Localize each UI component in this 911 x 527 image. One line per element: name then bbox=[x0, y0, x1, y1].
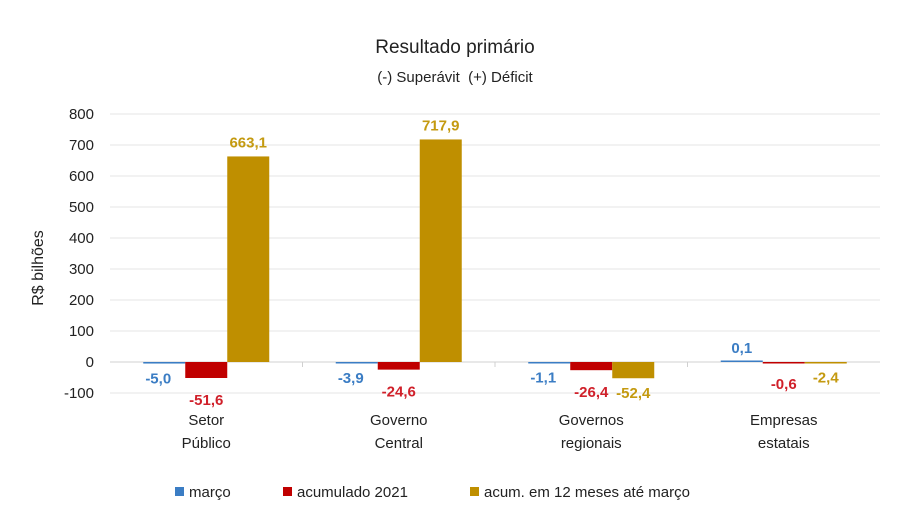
legend-label: acum. em 12 meses até março bbox=[484, 484, 690, 501]
y-tick-label: 300 bbox=[69, 261, 94, 278]
y-tick-label: 800 bbox=[69, 106, 94, 123]
bar bbox=[612, 362, 655, 379]
legend-swatch bbox=[470, 487, 479, 496]
x-tick-label: Público bbox=[182, 435, 231, 452]
chart-subtitle: (-) Superávit (+) Déficit bbox=[377, 69, 533, 86]
data-label: -5,0 bbox=[145, 371, 171, 388]
data-label: 717,9 bbox=[422, 117, 460, 134]
y-tick-label: 0 bbox=[86, 354, 94, 371]
legend-swatch bbox=[175, 487, 184, 496]
bar bbox=[528, 362, 571, 364]
data-label: 0,1 bbox=[731, 340, 752, 357]
x-tick-label: Central bbox=[375, 435, 423, 452]
legend-label: acumulado 2021 bbox=[297, 484, 408, 501]
y-tick-label: 100 bbox=[69, 323, 94, 340]
data-label: -3,9 bbox=[338, 370, 364, 387]
bar bbox=[185, 362, 228, 378]
x-tick-label: Governo bbox=[370, 412, 428, 429]
legend-swatch bbox=[283, 487, 292, 496]
bar bbox=[762, 362, 805, 364]
bar bbox=[570, 362, 613, 371]
y-tick-label: -100 bbox=[64, 385, 94, 402]
bar bbox=[804, 362, 847, 364]
data-label: -1,1 bbox=[530, 369, 556, 386]
x-tick-label: Empresas bbox=[750, 412, 818, 429]
x-tick-label: regionais bbox=[561, 435, 622, 452]
bar bbox=[377, 362, 420, 370]
x-tick-label: Governos bbox=[559, 412, 624, 429]
y-tick-label: 400 bbox=[69, 230, 94, 247]
y-tick-label: 600 bbox=[69, 168, 94, 185]
data-label: -2,4 bbox=[813, 370, 840, 387]
chart-title: Resultado primário bbox=[375, 37, 534, 58]
bar bbox=[227, 156, 270, 362]
bar bbox=[720, 360, 763, 362]
y-tick-label: 200 bbox=[69, 292, 94, 309]
data-label: -26,4 bbox=[574, 384, 609, 401]
x-tick-label: Setor bbox=[188, 412, 224, 429]
data-label: -0,6 bbox=[771, 376, 797, 393]
bar bbox=[335, 362, 378, 364]
x-tick-label: estatais bbox=[758, 435, 810, 452]
bar bbox=[419, 139, 462, 362]
y-tick-label: 500 bbox=[69, 199, 94, 216]
bar bbox=[143, 362, 186, 364]
data-label: 663,1 bbox=[229, 134, 267, 151]
data-label: -51,6 bbox=[189, 392, 223, 409]
y-tick-label: 700 bbox=[69, 137, 94, 154]
data-label: -52,4 bbox=[616, 385, 651, 402]
data-label: -24,6 bbox=[382, 384, 416, 401]
legend-label: março bbox=[189, 484, 231, 501]
y-axis-label: R$ bilhões bbox=[30, 230, 47, 306]
